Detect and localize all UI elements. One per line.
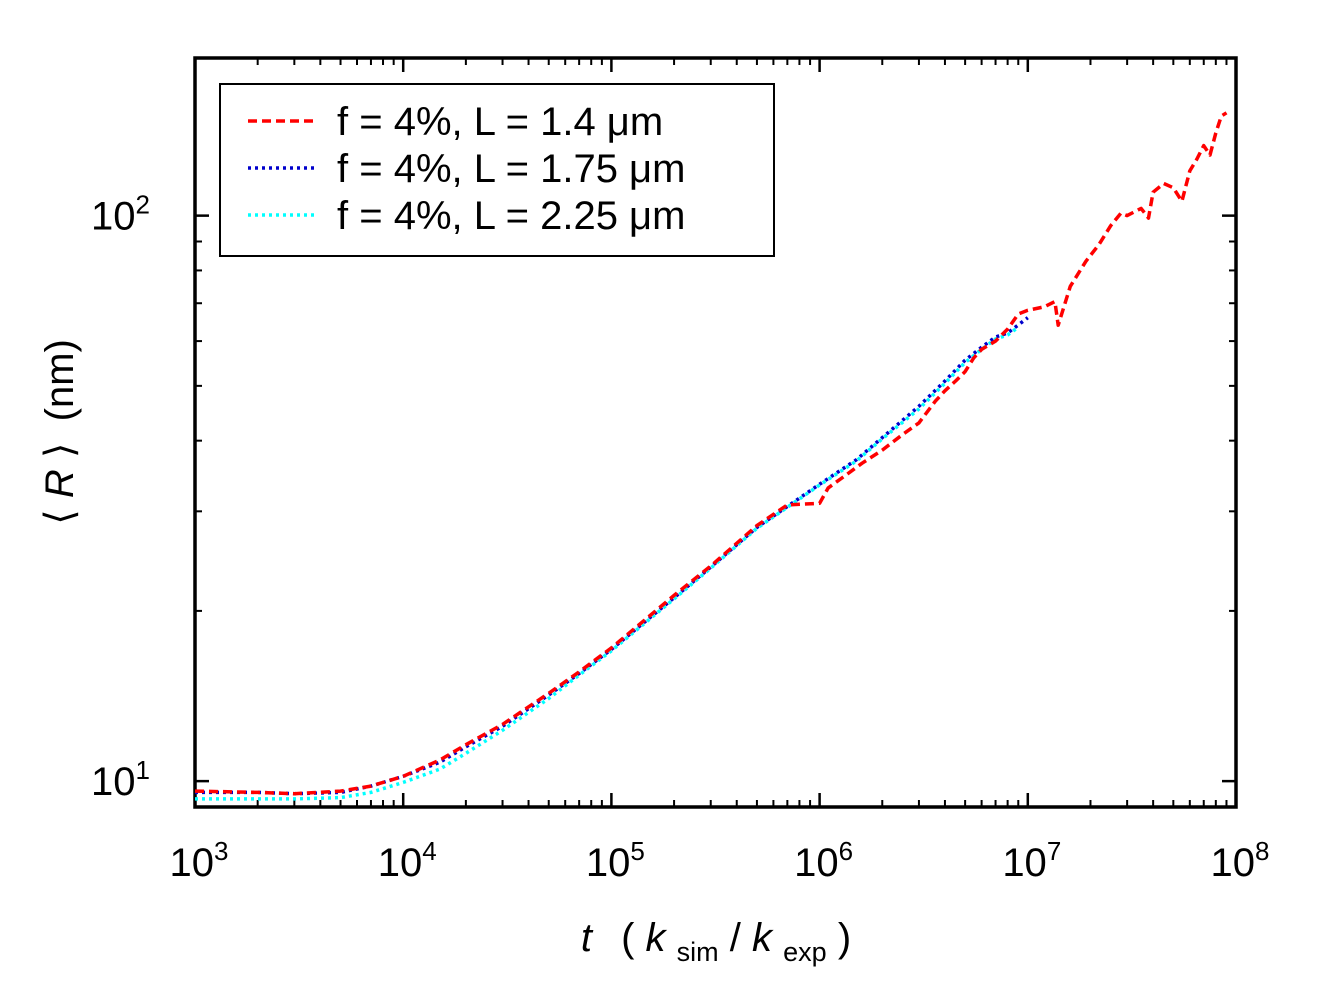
y-axis-var: R (38, 469, 82, 498)
x-axis-label: t ( k sim / k exp ) (581, 916, 851, 970)
legend-box (219, 83, 775, 257)
x-axis-var: t (581, 916, 594, 960)
x-axis-paren-close: ) (838, 916, 851, 960)
y-axis-close: ⟩ (38, 442, 82, 458)
x-tick-label: 107 (1002, 836, 1061, 885)
series-line-0 (194, 111, 1228, 796)
series-layer (194, 111, 1228, 801)
minor-ticks (195, 58, 1236, 808)
series-line-2 (195, 325, 1020, 801)
y-tick-labels: 101 102 (91, 190, 150, 804)
y-tick-label: 101 (91, 755, 150, 804)
y-axis-label: ⟨ R ⟩ (nm) (38, 339, 82, 525)
legend-label-1: f = 4%, L = 1.75 μm (337, 147, 685, 191)
x-tick-labels: 103 104 105 106 107 108 (170, 836, 1270, 885)
y-tick-label: 102 (91, 190, 150, 239)
x-tick-label: 103 (170, 836, 229, 885)
legend-label-2: f = 4%, L = 2.25 μm (337, 194, 685, 238)
x-axis-num-sub: sim (677, 937, 719, 967)
x-tick-label: 105 (586, 836, 645, 885)
x-tick-label: 106 (794, 836, 853, 885)
x-axis-den-sub: exp (783, 937, 827, 967)
legend-label-0: f = 4%, L = 1.4 μm (337, 100, 663, 144)
y-axis-open: ⟨ (38, 509, 82, 525)
x-tick-label: 108 (1211, 836, 1270, 885)
x-tick-label: 104 (378, 836, 437, 885)
x-axis-num: k (646, 916, 668, 960)
x-axis-slash: / (730, 916, 742, 960)
x-axis-den: k (752, 916, 774, 960)
y-axis-unit: (nm) (38, 339, 82, 421)
legend: f = 4%, L = 1.4 μmf = 4%, L = 1.75 μmf =… (219, 83, 775, 257)
x-axis-paren-open: ( (621, 916, 635, 960)
